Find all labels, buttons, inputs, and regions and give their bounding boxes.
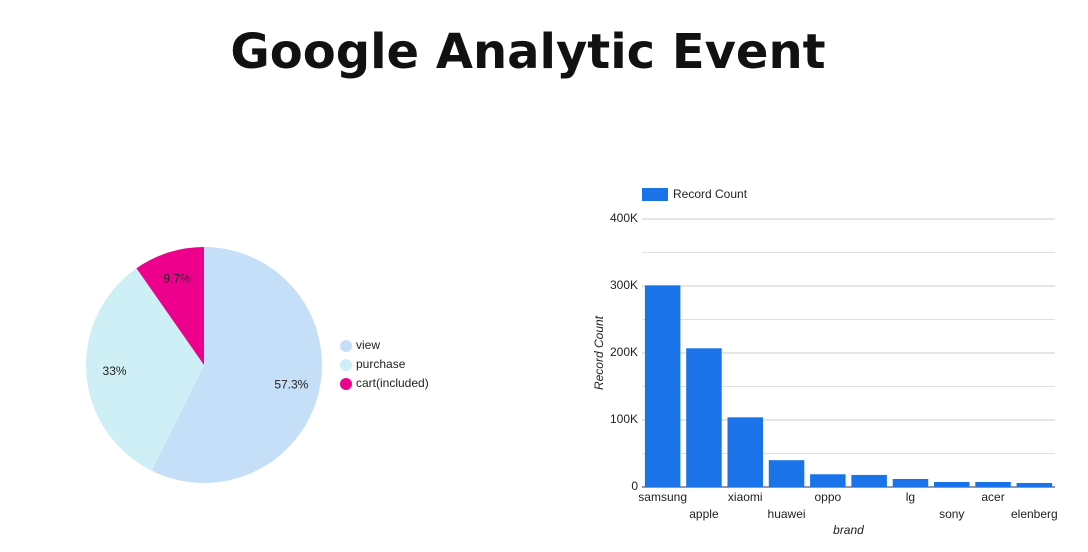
- x-tick-label: oppo: [814, 490, 841, 504]
- legend-swatch: [340, 378, 352, 390]
- legend-swatch: [642, 188, 668, 201]
- bar: [727, 417, 764, 487]
- y-tick-label: 300K: [610, 278, 638, 292]
- x-tick-label: samsung: [638, 490, 687, 504]
- pie-slice: [136, 247, 204, 365]
- slice-label: 57.3%: [274, 378, 308, 392]
- bar: [644, 285, 681, 487]
- x-tick-label: huawei: [768, 507, 806, 521]
- x-tick-label: apple: [689, 507, 719, 521]
- bar: [851, 474, 887, 487]
- pie-slice: [151, 247, 322, 483]
- x-tick-label: sony: [939, 507, 964, 521]
- y-tick-label: 400K: [610, 211, 638, 225]
- legend-label: view: [356, 338, 380, 352]
- page-title: Google Analytic Event: [230, 24, 825, 80]
- legend-swatch: [340, 340, 352, 352]
- bar: [892, 478, 929, 487]
- x-tick-label: acer: [981, 490, 1004, 504]
- legend-label: Record Count: [673, 187, 748, 201]
- x-axis-label: brand: [833, 523, 864, 537]
- legend-swatch: [340, 359, 352, 371]
- x-tick-label: elenberg: [1011, 507, 1058, 521]
- x-tick-label: lg: [906, 490, 915, 504]
- bar: [975, 481, 1011, 487]
- bar: [768, 460, 805, 487]
- pie-slice: [85, 268, 204, 471]
- legend-label: cart(included): [356, 376, 429, 390]
- slice-label: 9.7%: [163, 272, 191, 286]
- slice-label: 33%: [103, 364, 127, 378]
- bar: [1016, 482, 1053, 487]
- y-tick-label: 100K: [610, 412, 638, 426]
- y-tick-label: 200K: [610, 345, 638, 359]
- x-tick-label: xiaomi: [728, 490, 763, 504]
- bar: [810, 474, 846, 487]
- bar: [933, 481, 970, 487]
- y-axis-label: Record Count: [592, 315, 606, 390]
- legend-label: purchase: [356, 357, 406, 371]
- y-tick-label: 0: [631, 479, 638, 493]
- bar: [686, 348, 722, 487]
